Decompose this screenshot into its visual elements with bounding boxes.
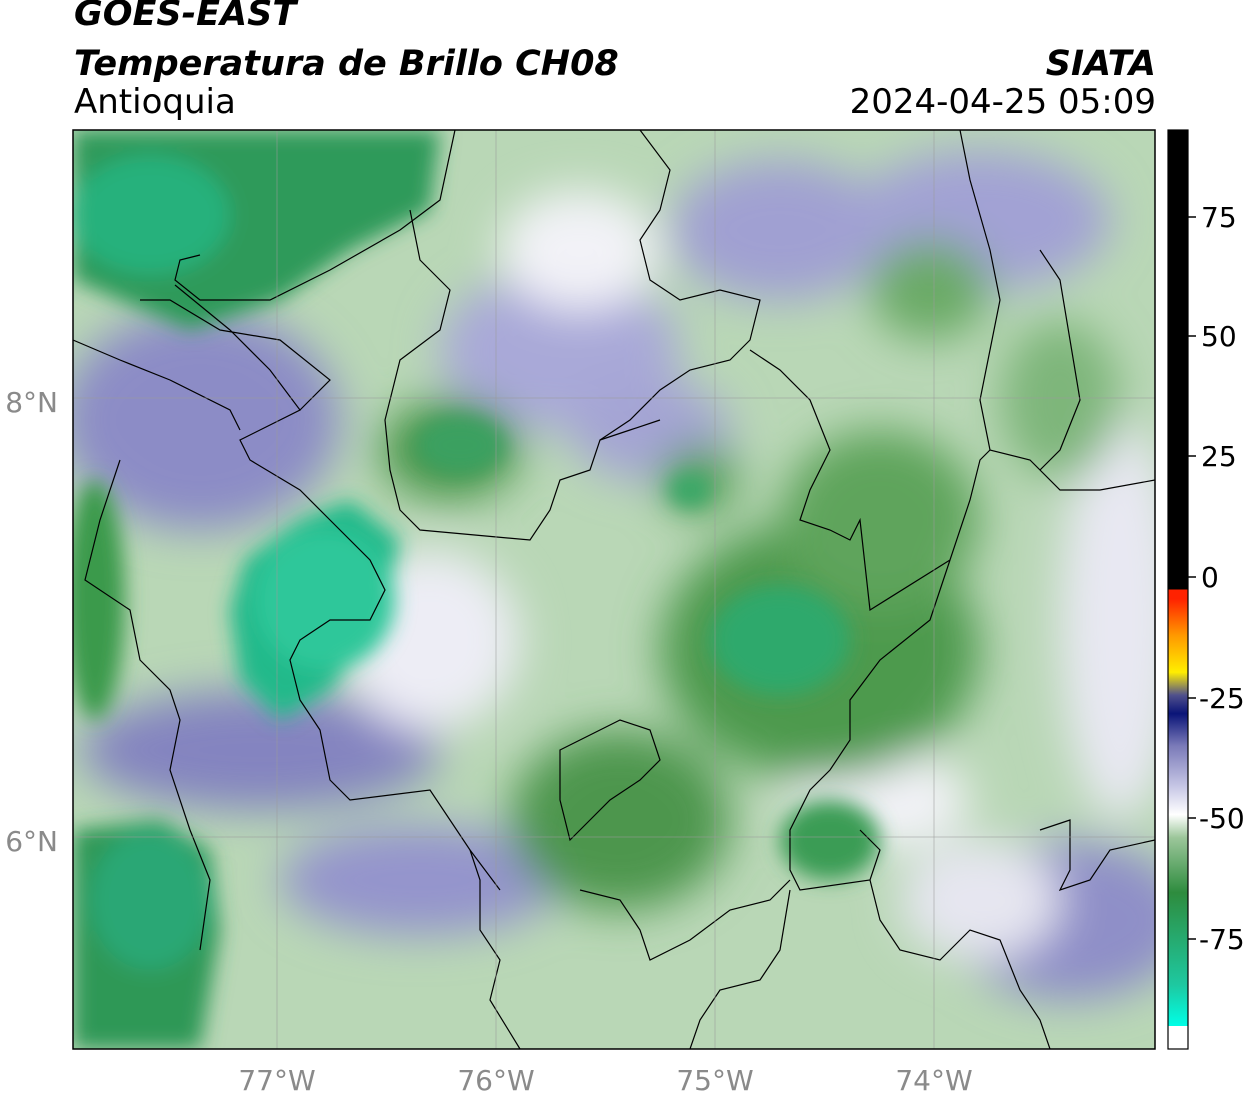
agency-label: SIATA bbox=[1045, 44, 1156, 84]
product-title: Temperatura de Brillo CH08 bbox=[74, 44, 619, 84]
boundary-lines bbox=[73, 130, 1155, 1049]
lon-label: 77°W bbox=[238, 1064, 315, 1097]
colorbar-tick: -75 bbox=[1199, 923, 1245, 956]
map-frame bbox=[72, 129, 1156, 1050]
lon-label: 76°W bbox=[457, 1064, 534, 1097]
colorbar-tick: -50 bbox=[1199, 802, 1245, 835]
brightness-temperature-field bbox=[73, 130, 1155, 1049]
colorbar-tick: 50 bbox=[1201, 320, 1237, 353]
colorbar-tick: 75 bbox=[1201, 201, 1237, 234]
colorbar: 75 50 25 0 -25 -50 -75 bbox=[1167, 129, 1245, 1050]
colorbar-tick: -25 bbox=[1199, 682, 1245, 715]
colorbar-gradient bbox=[1168, 130, 1188, 1049]
graticule bbox=[73, 130, 1155, 1049]
datetime-label: 2024-04-25 05:09 bbox=[849, 82, 1156, 122]
lat-label: 6°N bbox=[5, 825, 58, 858]
region-label: Antioquia bbox=[74, 82, 236, 122]
colorbar-tick: 0 bbox=[1201, 561, 1219, 594]
lon-label: 74°W bbox=[895, 1064, 972, 1097]
lon-label: 75°W bbox=[676, 1064, 753, 1097]
satellite-title: GOES-EAST bbox=[74, 0, 297, 34]
colorbar-tick: 25 bbox=[1201, 440, 1237, 473]
lat-label: 8°N bbox=[5, 386, 58, 419]
